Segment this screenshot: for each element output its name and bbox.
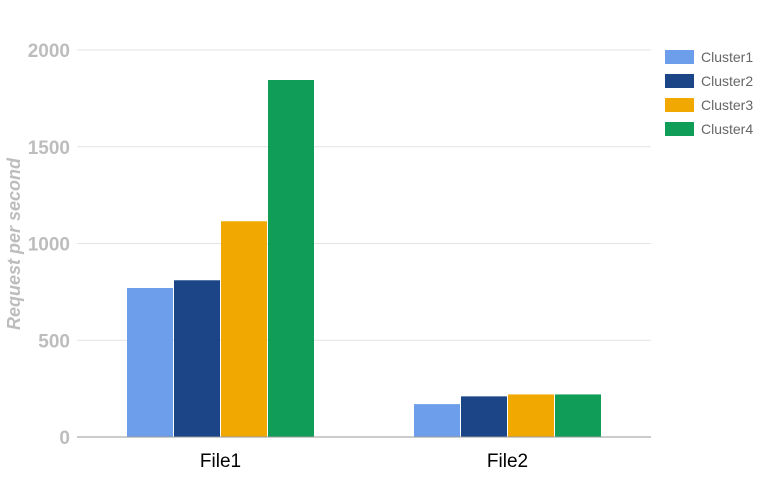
bars: [127, 79, 601, 438]
bar-cluster2-file2: [461, 396, 507, 437]
x-tick-labels: File1 File2: [200, 451, 528, 472]
legend-swatch-cluster1: [665, 50, 694, 64]
y-tick-labels: 0 500 1000 1500 2000: [28, 41, 70, 449]
legend-swatch-cluster2: [665, 74, 694, 88]
legend-swatch-cluster3: [665, 98, 694, 112]
bar-cluster2-file1: [174, 280, 220, 437]
legend-label-cluster3: Cluster3: [701, 97, 753, 113]
y-tick-label: 1000: [28, 235, 70, 256]
y-axis-label: Request per second: [4, 157, 24, 330]
legend-label-cluster1: Cluster1: [701, 49, 753, 65]
bar-cluster1-file2: [414, 404, 460, 437]
y-tick-label: 0: [59, 428, 70, 449]
bar-cluster3-file1: [221, 221, 267, 437]
gridlines: [77, 49, 651, 341]
x-tick-label: File2: [487, 451, 528, 472]
legend: Cluster1 Cluster2 Cluster3 Cluster4: [665, 49, 753, 137]
bar-cluster4-file1: [268, 79, 314, 438]
legend-label-cluster2: Cluster2: [701, 73, 753, 89]
bar-cluster1-file1: [127, 288, 173, 437]
x-tick-label: File1: [200, 451, 241, 472]
bar-cluster4-file2: [555, 394, 601, 437]
bar-cluster3-file2: [508, 394, 554, 437]
y-tick-label: 1500: [28, 138, 70, 159]
y-tick-label: 2000: [28, 41, 70, 62]
legend-swatch-cluster4: [665, 122, 694, 136]
legend-label-cluster4: Cluster4: [701, 121, 753, 137]
y-tick-label: 500: [38, 331, 70, 352]
